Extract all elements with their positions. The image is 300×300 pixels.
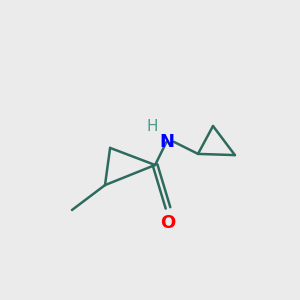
Text: N: N <box>159 133 174 151</box>
Text: H: H <box>146 119 158 134</box>
Text: O: O <box>160 214 175 232</box>
